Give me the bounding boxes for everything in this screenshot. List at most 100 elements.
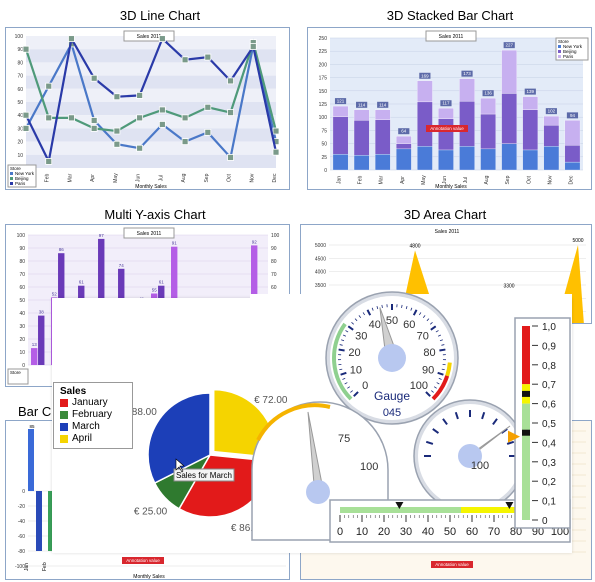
vertical-tick-label: 0,6 (542, 400, 556, 411)
pie-slice (147, 392, 211, 485)
grid-band (26, 49, 276, 63)
gauge-tick (432, 428, 440, 434)
bar-segment (374, 109, 391, 120)
gauge-minor-tick (405, 306, 408, 310)
legend-swatch (558, 55, 561, 58)
vertical-band-red (522, 326, 530, 385)
data-label: 4800 (409, 243, 420, 249)
gauge-tick (425, 440, 434, 445)
pie-slice-label: € 72.00 (254, 395, 288, 406)
data-point (136, 114, 144, 122)
pie-slice-label: € 88.00 (123, 407, 157, 418)
gauge-minor-tick (414, 309, 417, 313)
x-tick-label: Nov (547, 175, 553, 184)
x-tick-label: May (421, 175, 427, 185)
total-label-bg (482, 90, 494, 97)
y-tick-label: 40 (19, 311, 25, 317)
bar-chart-title: Bar C (18, 404, 52, 419)
multiy-chart-title: Multi Y-axis Chart (104, 207, 206, 222)
legend-label: April (72, 433, 93, 444)
x-tick-label: Aug (484, 175, 490, 184)
legend-label: March (72, 421, 100, 432)
subtitle-box (123, 30, 175, 42)
bar-segment (564, 120, 581, 146)
annotation-bg (431, 561, 473, 568)
area-chart-title: 3D Area Chart (403, 207, 487, 222)
linear-tick-label: 90 (532, 526, 544, 538)
data-point (272, 148, 280, 156)
pie-legend: Sales January February March April (53, 382, 133, 449)
subtitle: Sales 2011 (137, 34, 162, 40)
y-tick-label: 100 (319, 115, 328, 121)
annotation-label: Annotation value (126, 558, 160, 563)
data-point (181, 138, 189, 145)
data-point (90, 117, 98, 124)
legend-label: New York (15, 171, 35, 176)
data-point (22, 111, 30, 119)
data-point (181, 114, 189, 122)
gauge-minor-tick (350, 390, 353, 393)
x-tick-label: Apr (90, 174, 96, 182)
linear-tick-label: 40 (422, 526, 434, 538)
linear-tick-label: 80 (510, 526, 522, 538)
bar-segment (501, 49, 517, 94)
y-tick-label: 200 (319, 62, 328, 68)
subtitle: Sales 2011 (439, 34, 464, 40)
gauge-minor-tick (345, 330, 349, 333)
bar-segment (543, 115, 560, 126)
gauge-tick-label: 70 (417, 331, 429, 343)
vertical-tick-label: 0,8 (542, 361, 556, 372)
cursor-icon (175, 458, 185, 473)
data-point (181, 56, 189, 64)
gauge-tick-label: 100 (471, 460, 489, 472)
data-label: 61 (159, 280, 165, 285)
total-label: 227 (505, 43, 513, 48)
data-point (227, 109, 234, 116)
total-label: 136 (484, 91, 492, 96)
gauge-tick (454, 411, 459, 420)
data-point (227, 154, 234, 161)
y-tick-label: 50 (17, 100, 23, 106)
data-label: 86 (59, 247, 65, 252)
total-label: 117 (442, 101, 450, 106)
y-tick-label: 5000 (315, 243, 326, 249)
data-point (22, 45, 30, 53)
line-chart-title: 3D Line Chart (119, 8, 201, 23)
annotation-label: Annotation value (430, 126, 464, 131)
y-tick-label: 0 (22, 363, 25, 369)
vertical-marker (522, 429, 530, 436)
vertical-pointer (508, 430, 520, 443)
vertical-marker (522, 390, 530, 397)
bar (38, 315, 45, 365)
gauge-tick-label: 75 (338, 433, 350, 445)
legend-swatch (558, 50, 561, 53)
total-label-bg (566, 112, 579, 119)
gauge-readout: 045 (383, 407, 401, 419)
y-tick-label: 250 (319, 36, 328, 42)
x-tick-label: Feb (42, 562, 48, 571)
gauge-minor-tick (362, 312, 366, 316)
data-point (113, 140, 121, 148)
y-tick-label: 10 (17, 153, 23, 159)
bar-segment (396, 136, 412, 144)
y2-tick-label: 80 (271, 259, 277, 265)
x-tick-label: Nov (249, 173, 255, 182)
data-point (158, 106, 166, 114)
linear-tick-label: 0 (337, 526, 343, 538)
legend-box (7, 368, 29, 385)
pie-legend-item: March (60, 421, 126, 433)
y-tick-label: 100 (17, 233, 26, 239)
vertical-tick-label: 0,1 (542, 497, 556, 508)
data-label: 92 (252, 239, 258, 244)
y2-tick-label: 100 (271, 233, 280, 239)
data-label: 5000 (572, 238, 583, 244)
data-point (204, 103, 212, 111)
y-tick-label: 25 (321, 155, 327, 161)
gauge-minor-tick (422, 315, 426, 318)
pie-legend-item: January (60, 397, 126, 409)
total-label-bg (377, 101, 389, 108)
legend-swatch (10, 182, 13, 185)
tooltip-box (173, 468, 235, 482)
legend-label: January (72, 397, 108, 408)
